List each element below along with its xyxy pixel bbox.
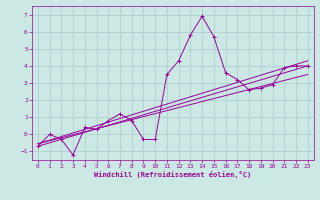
X-axis label: Windchill (Refroidissement éolien,°C): Windchill (Refroidissement éolien,°C): [94, 171, 252, 178]
